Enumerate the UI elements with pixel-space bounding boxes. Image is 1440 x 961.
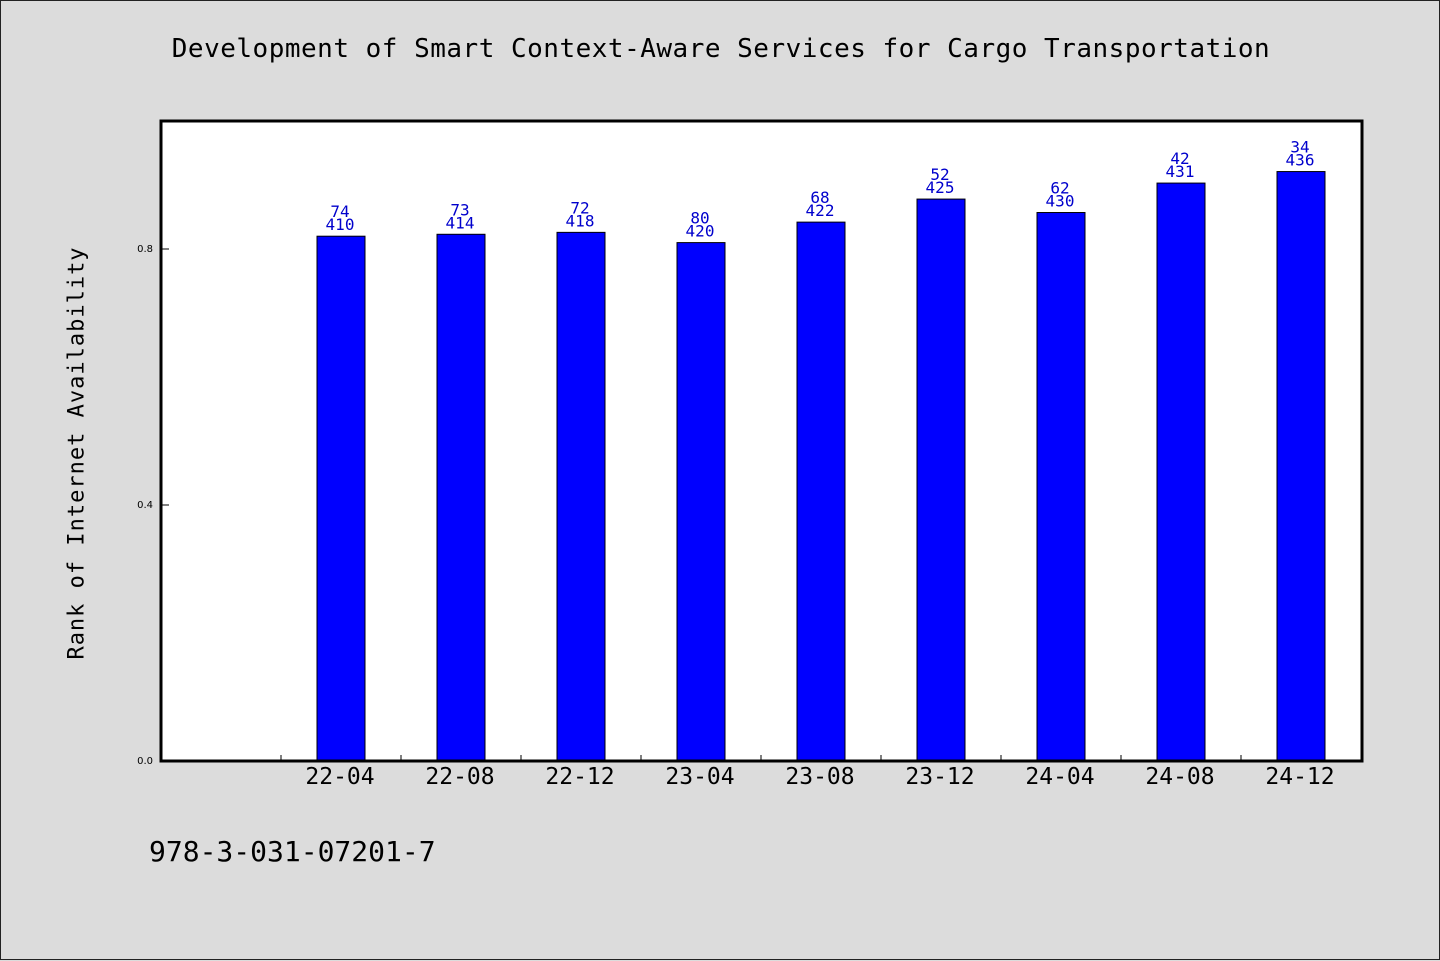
bar xyxy=(1276,171,1326,762)
bar-label-bottom: 436 xyxy=(1286,151,1315,170)
plot-border xyxy=(159,119,1364,763)
bar-label-bottom: 414 xyxy=(446,213,475,232)
x-tick-label: 23-04 xyxy=(665,764,734,790)
x-tick-label: 23-12 xyxy=(905,764,974,790)
bar-label-bottom: 420 xyxy=(686,222,715,241)
x-tick-label: 24-08 xyxy=(1145,764,1214,790)
bar-label-top: 72 xyxy=(570,198,589,217)
y-tick-label: 0.8 xyxy=(137,244,153,255)
x-tick-label: 22-08 xyxy=(425,764,494,790)
bar-label-top: 73 xyxy=(450,200,469,219)
y-tick-label: 0.4 xyxy=(137,500,153,511)
bar xyxy=(1036,212,1086,762)
bar xyxy=(916,198,966,762)
bar-label-bottom: 422 xyxy=(806,201,835,220)
bar-label-top: 62 xyxy=(1050,179,1069,198)
bar xyxy=(316,235,366,762)
bar-label-bottom: 425 xyxy=(926,178,955,197)
bar-label-top: 74 xyxy=(330,202,349,221)
chart-title: Development of Smart Context-Aware Servi… xyxy=(171,34,1271,64)
bar-label-bottom: 410 xyxy=(326,215,355,234)
bar-label-bottom: 431 xyxy=(1166,162,1195,181)
bar-label-top: 42 xyxy=(1170,149,1189,168)
x-tick-label: 24-04 xyxy=(1025,764,1094,790)
y-tick-label: 0.0 xyxy=(137,756,153,767)
bar xyxy=(1156,182,1206,762)
x-tick-label: 22-12 xyxy=(545,764,614,790)
bar xyxy=(676,242,726,762)
bar xyxy=(796,221,846,762)
bar xyxy=(436,233,486,762)
bar-label-bottom: 430 xyxy=(1046,192,1075,211)
bar-label-top: 52 xyxy=(930,165,949,184)
x-tick-label: 22-04 xyxy=(305,764,374,790)
bar-label-top: 68 xyxy=(810,188,829,207)
x-tick-label: 24-12 xyxy=(1265,764,1334,790)
x-tick-label: 23-08 xyxy=(785,764,854,790)
bar-label-top: 34 xyxy=(1290,138,1309,157)
bar-label-bottom: 418 xyxy=(566,211,595,230)
bar xyxy=(556,231,606,762)
bar-label-top: 80 xyxy=(690,209,709,228)
isbn-label: 978-3-031-07201-7 xyxy=(149,835,436,868)
